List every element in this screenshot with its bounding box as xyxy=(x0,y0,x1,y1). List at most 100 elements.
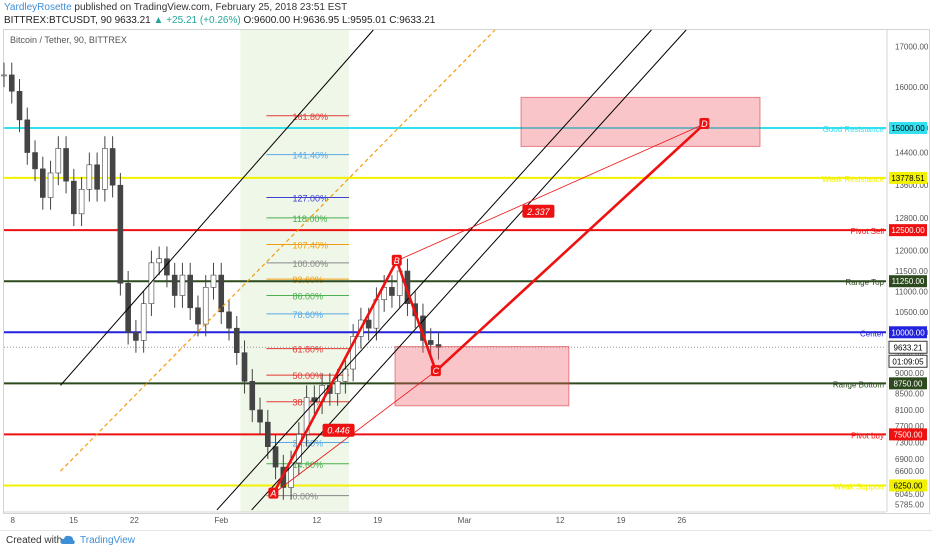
price-tick-label: 7300.00 xyxy=(895,439,924,448)
fib-level-label: 61.80% xyxy=(292,345,323,355)
candle-body xyxy=(249,380,256,411)
candle-body xyxy=(187,274,194,309)
pattern-point-marker xyxy=(268,487,279,499)
candle-body xyxy=(427,340,434,345)
price-tick-label: 11500.00 xyxy=(895,267,928,276)
candle-body xyxy=(218,274,225,313)
candle-body xyxy=(39,168,46,198)
fib-level-label: 14.60% xyxy=(292,460,323,470)
candle-body xyxy=(133,331,139,341)
price-axis-badge xyxy=(889,428,927,441)
countdown-badge xyxy=(888,354,928,368)
price-tick-label: 13600.00 xyxy=(895,181,929,190)
price-tick-label: 7700.00 xyxy=(895,422,924,431)
low-value: L:9595.01 xyxy=(341,15,387,26)
channel-lower xyxy=(216,29,652,511)
candle-body xyxy=(264,421,271,447)
created-with-label: Created with xyxy=(6,535,63,546)
ratio-badge xyxy=(522,204,555,218)
candle-body xyxy=(55,148,62,174)
time-tick-label: 19 xyxy=(373,516,382,525)
candle-body xyxy=(179,274,186,296)
price-tick-label: 9000.00 xyxy=(895,369,924,378)
candle-body xyxy=(365,319,372,329)
price-axis-badge-label: 11250.00 xyxy=(892,277,925,286)
time-tick-label: 12 xyxy=(556,516,565,525)
publish-info: published on TradingView.com, February 2… xyxy=(74,2,348,13)
fib-level-label: 23.60% xyxy=(292,439,323,449)
fib-level-label: 0.00% xyxy=(292,492,318,502)
ac-thin-line xyxy=(273,370,437,494)
candle-body xyxy=(435,344,442,348)
price-axis-badge-label: 13778.51 xyxy=(891,174,925,183)
price-tick-label: 6900.00 xyxy=(895,455,924,464)
ratio-label: 0.446 xyxy=(327,426,350,436)
entry-zone xyxy=(394,346,570,407)
price-tick-label: 14400.00 xyxy=(895,149,929,158)
candle-body xyxy=(32,152,38,170)
last-price-badge xyxy=(888,340,928,354)
level-name-label: Range Bottom xyxy=(833,380,884,389)
price-axis-badge xyxy=(889,326,927,339)
price-tick-label: 10500.00 xyxy=(895,308,929,317)
candle-body xyxy=(226,311,232,329)
price-axis-badge xyxy=(889,275,927,288)
candle-body xyxy=(78,189,85,215)
candle-body xyxy=(16,90,23,121)
level-name-label: Range Top xyxy=(845,278,884,287)
level-name-label: Good Resistance xyxy=(823,125,885,134)
fib-level-label: 86.00% xyxy=(292,292,323,302)
candle-body xyxy=(63,148,69,182)
price-axis-badge xyxy=(889,171,927,184)
price-axis-badge-label: 8750.00 xyxy=(894,379,923,388)
price-chart[interactable]: 161.80% 141.40% 127.00% 118.00% 107.40% 100.0… xyxy=(0,0,932,530)
price-tick-label: 12800.00 xyxy=(895,214,929,223)
pattern-point-label: D xyxy=(701,119,708,129)
price-axis-badge xyxy=(889,479,927,492)
price-tick-label: 6600.00 xyxy=(895,467,924,476)
candle-body xyxy=(195,307,201,325)
last-price-badge-label: 9633.21 xyxy=(894,343,923,352)
fib-level-label: 141.40% xyxy=(292,151,328,161)
candle-body xyxy=(202,287,209,325)
candle-body xyxy=(389,287,395,296)
price-tick-label: 17000.00 xyxy=(895,42,929,51)
bd-thin-line xyxy=(396,123,705,262)
price-axis-badge-label: 15000.00 xyxy=(891,124,925,133)
candle-body xyxy=(71,180,77,215)
channel-upper-left xyxy=(60,29,374,386)
candle-body xyxy=(148,262,155,304)
pattern-point-label: B xyxy=(394,256,400,266)
candle-body xyxy=(117,184,124,284)
candle-body xyxy=(47,172,54,198)
time-tick-label: 22 xyxy=(130,516,139,525)
fib-level-label: 93.60% xyxy=(292,275,323,285)
high-value: H:9636.95 xyxy=(293,15,340,26)
price-tick-label: 8100.00 xyxy=(895,406,924,415)
tradingview-brand[interactable]: TradingView xyxy=(80,535,136,546)
fib-level-label: 107.40% xyxy=(292,240,328,250)
pattern-point-marker xyxy=(391,254,402,266)
candle-body xyxy=(140,303,147,341)
candle-body xyxy=(241,352,248,382)
candle-body xyxy=(8,74,15,92)
level-name-label: Pivot Sell xyxy=(851,227,885,236)
level-name-label: Weak Support xyxy=(833,482,884,491)
price-tick-label: 5785.00 xyxy=(895,500,924,509)
fib-level-label: 127.00% xyxy=(292,193,328,203)
candle-body xyxy=(342,368,349,382)
candle-body xyxy=(303,397,310,435)
pattern-point-marker xyxy=(699,117,710,129)
candle-body xyxy=(24,119,31,153)
fib-level-label: 118.00% xyxy=(292,214,327,224)
pattern-point-label: A xyxy=(269,489,276,499)
ohlc-line: BITTREX:BTCUSDT, 90 9633.21 ▲ +25.21 (+0… xyxy=(4,15,435,26)
author-link[interactable]: YardleyRosette xyxy=(4,2,72,13)
symbol-label: BITTREX:BTCUSDT, 90 xyxy=(4,15,112,26)
time-tick-label: Mar xyxy=(458,516,472,525)
open-value: O:9600.00 xyxy=(243,15,291,26)
time-tick-label: 26 xyxy=(677,516,686,525)
price-axis-badge-label: 10000.00 xyxy=(891,328,925,337)
close-value: C:9633.21 xyxy=(389,15,436,26)
candle-body xyxy=(233,327,240,353)
